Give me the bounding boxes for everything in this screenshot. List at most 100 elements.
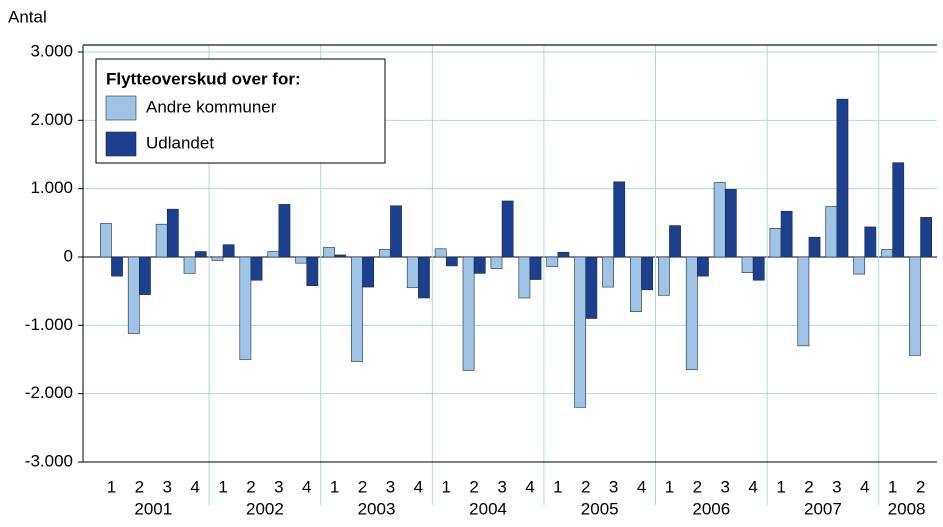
year-label: 2002 [246,499,284,518]
bar [295,256,308,264]
year-label: 2003 [358,499,396,518]
bar [920,217,933,258]
bar [797,256,810,347]
bar [808,236,821,258]
bar [390,205,402,258]
x-tick-label: 4 [748,477,757,496]
x-tick-label: 2 [693,477,702,496]
bar [669,225,681,258]
x-tick-label: 4 [525,477,534,496]
bar [697,256,709,277]
bar [518,256,531,299]
bar [183,256,196,274]
bar [724,189,737,258]
x-tick-label: 2 [804,477,813,496]
bar [351,256,363,362]
bar [546,256,559,267]
x-tick-label: 4 [190,477,199,496]
year-label: 2001 [134,499,172,518]
bar [864,226,877,258]
bar [267,251,280,258]
bar [99,223,112,258]
x-tick-label: 1 [107,477,116,496]
bar [769,228,782,258]
x-tick-label: 1 [776,477,785,496]
x-tick-label: 1 [553,477,562,496]
x-tick-label: 2 [246,477,255,496]
x-tick-label: 1 [665,477,674,496]
bar [194,251,207,258]
bar [641,256,654,291]
bar [418,256,430,299]
bar [713,182,726,258]
year-label: 2006 [692,499,730,518]
bar [602,256,614,288]
bar [490,256,503,269]
bar [585,256,598,319]
x-tick-label: 4 [637,477,646,496]
bar [825,206,838,258]
bar [323,247,335,258]
bar [557,251,570,258]
y-tick-label: 2.000 [30,110,73,129]
bar [166,208,179,258]
x-tick-label: 3 [274,477,283,496]
x-tick-label: 4 [414,477,423,496]
bar [406,256,419,289]
bar [222,244,235,258]
bar [445,256,458,267]
x-tick-label: 1 [330,477,339,496]
bar [741,256,754,274]
bar [462,256,475,371]
legend-box [95,58,386,164]
bar [239,256,252,360]
y-tick-label: -2.000 [25,383,73,402]
legend-swatch [105,95,137,121]
bar [139,256,151,295]
y-tick-label: 3.000 [30,41,73,60]
bar [211,256,224,261]
legend-label: Andre kommuner [146,97,277,116]
x-tick-label: 1 [218,477,227,496]
bar [111,256,123,277]
x-tick-label: 3 [721,477,730,496]
y-tick-label: 0 [64,246,73,265]
bar [853,256,866,275]
bar [250,256,263,281]
legend-title: Flytteoverskud over for: [106,69,301,88]
bar [529,256,542,280]
bar [780,210,793,258]
x-tick-label: 4 [860,477,869,496]
y-axis-label: Antal [8,7,47,26]
x-tick-label: 2 [581,477,590,496]
x-tick-label: 2 [135,477,144,496]
x-tick-label: 4 [302,477,311,496]
bar [909,256,921,356]
x-tick-label: 3 [609,477,618,496]
bar [278,204,291,258]
bar [362,256,375,288]
bar [685,256,698,371]
x-tick-label: 1 [888,477,897,496]
y-tick-label: 1.000 [30,178,73,197]
bar [836,98,849,258]
x-tick-label: 3 [832,477,841,496]
x-tick-label: 1 [442,477,451,496]
legend-swatch [105,131,137,157]
bar [155,223,168,258]
y-tick-label: -3.000 [25,451,73,470]
x-tick-label: 3 [163,477,172,496]
legend-label: Udlandet [146,133,214,152]
bar [378,249,391,258]
bar [334,254,347,258]
x-tick-label: 2 [469,477,478,496]
year-label: 2008 [888,499,926,518]
bar [613,181,626,258]
bar [574,256,587,408]
year-label: 2004 [469,499,507,518]
bar [127,256,140,334]
bar [630,256,642,312]
bar [306,256,319,287]
bar [752,256,765,281]
